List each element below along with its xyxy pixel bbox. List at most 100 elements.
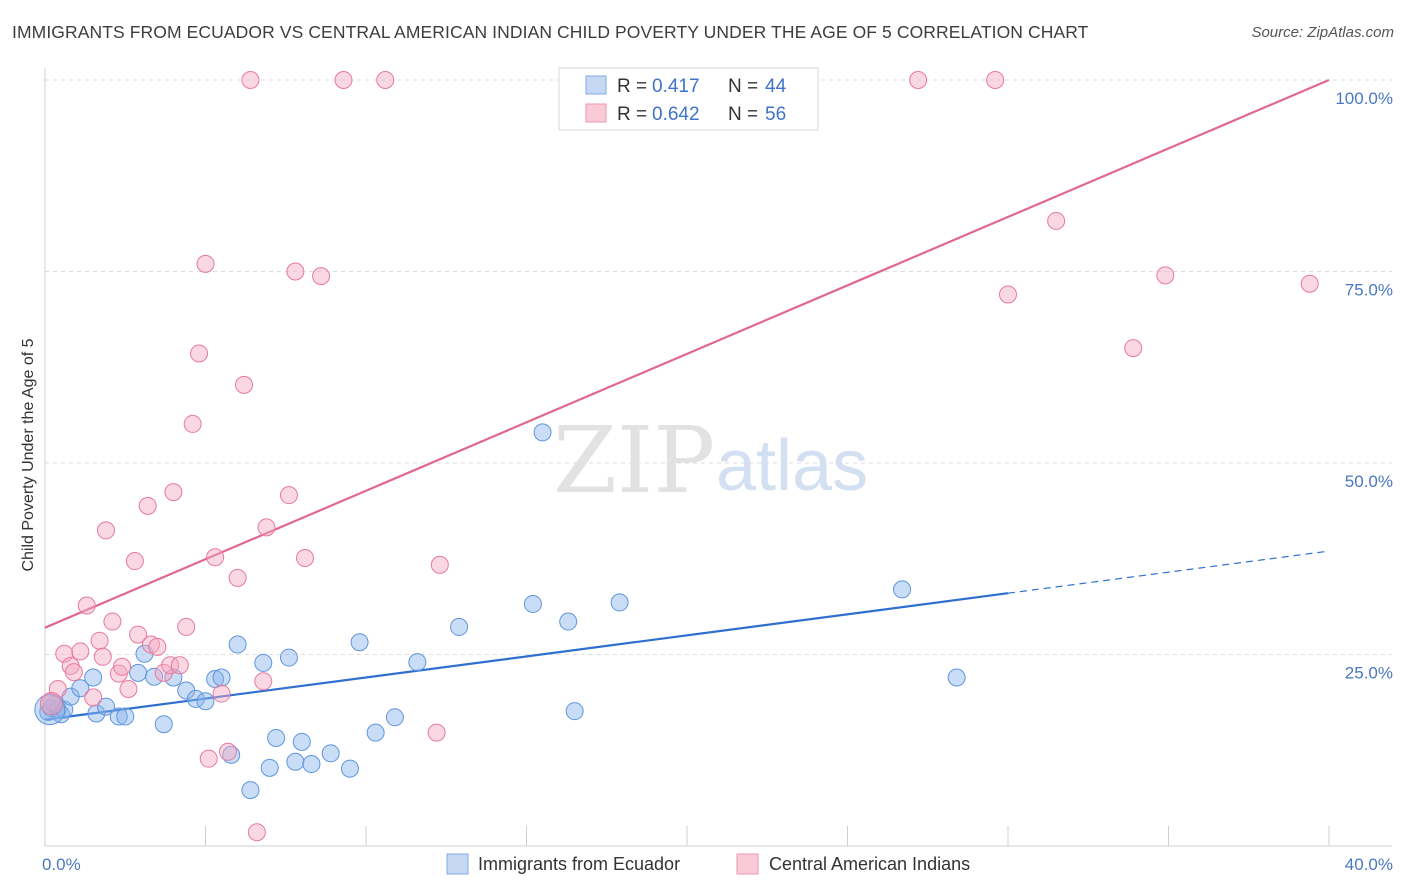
point-series0-42	[559, 612, 578, 631]
y-tick-label-3: 100.0%	[1335, 89, 1393, 108]
y-axis-label: Child Poverty Under the Age of 5	[20, 338, 37, 571]
y-tick-label-2: 75.0%	[1345, 281, 1393, 300]
point-series1-51	[1156, 266, 1175, 285]
axes	[44, 68, 1392, 847]
point-series0-29	[279, 648, 298, 667]
point-series0-24	[228, 635, 247, 654]
point-series0-45	[893, 580, 912, 599]
point-series1-29	[206, 548, 225, 567]
point-series0-39	[450, 617, 469, 636]
bottom-legend-label-central-american: Central American Indians	[769, 854, 970, 874]
point-series1-10	[96, 521, 115, 540]
point-series1-44	[427, 723, 446, 742]
trend-line-extension-0	[1007, 550, 1330, 594]
point-series0-36	[366, 723, 385, 742]
point-series1-16	[129, 625, 148, 644]
watermark-zip: ZIP	[553, 407, 715, 514]
legend-r-label-1: R =	[617, 76, 647, 97]
point-series0-13	[129, 663, 148, 682]
point-series1-9	[93, 647, 112, 666]
point-series1-31	[218, 742, 237, 761]
point-series0-35	[350, 633, 369, 652]
point-series1-7	[84, 688, 103, 707]
data-points	[34, 71, 1319, 842]
point-series0-12	[116, 707, 135, 726]
point-series1-42	[334, 71, 353, 89]
trend-lines	[44, 78, 1330, 721]
point-series1-28	[199, 749, 218, 768]
point-series0-8	[84, 668, 103, 687]
point-series1-41	[312, 267, 331, 286]
point-series1-6	[77, 596, 96, 615]
point-series0-30	[286, 752, 305, 771]
point-series1-11	[103, 612, 122, 631]
legend-r-value-1: 0.417	[652, 76, 700, 97]
legend-n-label-1: N =	[728, 76, 758, 97]
y-tick-labels: 25.0% 50.0% 75.0% 100.0%	[1335, 89, 1393, 683]
point-series1-36	[254, 672, 273, 691]
point-series1-34	[241, 71, 260, 89]
legend-top: R = 0.417 N = 44 R = 0.642 N = 56	[558, 67, 819, 131]
point-series1-48	[999, 285, 1017, 304]
point-series1-27	[196, 254, 215, 273]
point-series1-8	[90, 631, 109, 650]
legend-n-value-2: 56	[765, 104, 786, 125]
point-series0-22	[212, 668, 231, 687]
point-series0-44	[610, 593, 629, 612]
legend-bottom: Immigrants from Ecuador Central American…	[446, 853, 970, 875]
watermark-atlas: atlas	[716, 426, 868, 506]
point-series1-52	[1300, 274, 1319, 293]
point-series0-32	[302, 755, 321, 774]
point-series1-5	[71, 642, 90, 661]
point-series1-37	[257, 518, 276, 537]
point-series1-32	[228, 568, 247, 587]
point-series0-33	[321, 744, 340, 763]
point-series1-45	[430, 555, 449, 574]
point-series1-20	[154, 663, 173, 682]
gridlines	[45, 79, 1392, 655]
point-series1-46	[909, 71, 928, 89]
trend-line-0	[44, 592, 1009, 721]
point-series1-26	[190, 344, 209, 363]
x-tick-labels: 0.0% 40.0%	[42, 855, 1393, 874]
point-series0-34	[340, 759, 359, 778]
bottom-swatch-ecuador	[446, 853, 469, 875]
point-series1-22	[164, 483, 183, 502]
point-series0-37	[385, 708, 404, 727]
y-tick-label-0: 25.0%	[1345, 664, 1393, 683]
point-series1-40	[296, 548, 315, 567]
point-series1-13	[113, 657, 132, 676]
point-series1-0	[42, 692, 61, 711]
legend-r-label-2: R =	[617, 104, 647, 125]
legend-swatch-central-american	[585, 103, 607, 123]
point-series1-15	[125, 552, 144, 571]
point-series0-28	[267, 728, 286, 747]
point-series0-40	[523, 594, 542, 613]
trend-line-1	[44, 78, 1330, 629]
point-cluster-ecuador-origin	[34, 694, 66, 726]
point-series0-25	[241, 781, 260, 800]
point-series0-10	[96, 697, 115, 716]
point-series1-21	[161, 656, 180, 675]
point-series0-23	[222, 745, 241, 764]
point-series0-26	[254, 653, 273, 672]
point-series1-14	[119, 679, 138, 698]
legend-n-label-2: N =	[728, 104, 758, 125]
point-series0-46	[947, 668, 966, 687]
point-series0-43	[565, 702, 584, 721]
point-series1-49	[1047, 211, 1066, 230]
point-series1-35	[247, 823, 266, 842]
legend-r-value-2: 0.642	[652, 104, 700, 125]
x-tick-label-1: 40.0%	[1345, 855, 1393, 874]
point-series0-7	[71, 679, 90, 698]
point-series1-50	[1124, 339, 1143, 358]
point-series0-15	[145, 667, 164, 686]
point-series0-27	[260, 758, 279, 777]
x-tick-label-0: 0.0%	[42, 855, 81, 874]
legend-n-value-1: 44	[765, 76, 787, 97]
point-series1-39	[286, 262, 305, 281]
point-series1-4	[64, 663, 83, 682]
bottom-legend-label-ecuador: Immigrants from Ecuador	[478, 854, 680, 874]
point-series1-30	[212, 684, 231, 703]
